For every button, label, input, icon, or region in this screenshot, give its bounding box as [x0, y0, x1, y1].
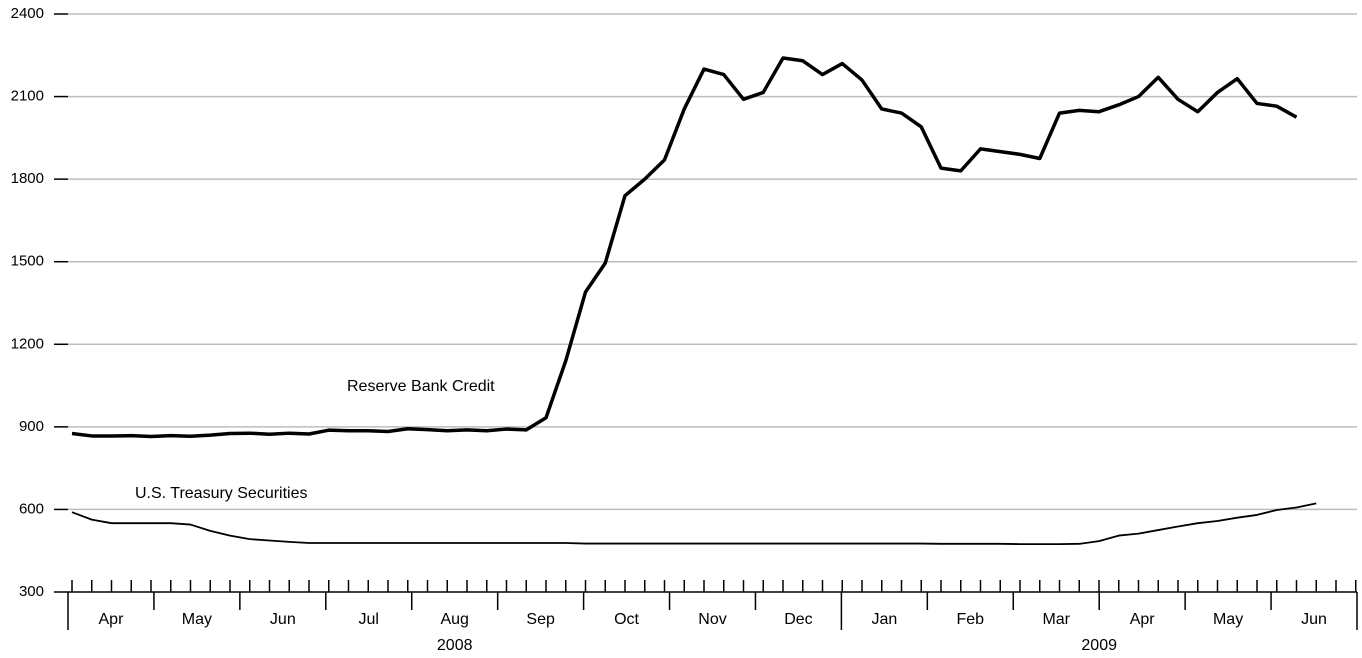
y-tick-label: 300	[19, 583, 44, 600]
month-label: May	[182, 611, 212, 628]
month-label: Dec	[784, 611, 812, 628]
series-line	[71, 56, 1298, 439]
y-tick-label: 1800	[11, 170, 44, 187]
month-label: Sep	[526, 611, 555, 628]
year-label: 2009	[1081, 637, 1117, 654]
month-label: Jun	[1301, 611, 1327, 628]
series-line	[71, 502, 1317, 546]
month-label: Oct	[614, 611, 639, 628]
month-label: Apr	[99, 611, 125, 628]
y-tick-label: 2400	[11, 5, 44, 22]
month-label: Feb	[957, 611, 985, 628]
y-tick-label: 1500	[11, 253, 44, 270]
y-tick-label: 1200	[11, 335, 44, 352]
month-label: Nov	[698, 611, 726, 628]
month-label: Mar	[1042, 611, 1070, 628]
month-label: May	[1213, 611, 1243, 628]
year-label: 2008	[437, 637, 473, 654]
month-label: Jun	[270, 611, 296, 628]
month-label: Aug	[440, 611, 468, 628]
series-label: U.S. Treasury Securities	[135, 485, 308, 502]
y-tick-label: 600	[19, 500, 44, 517]
series-label: Reserve Bank Credit	[347, 378, 495, 395]
y-tick-label: 900	[19, 418, 44, 435]
month-label: Jan	[871, 611, 897, 628]
month-label: Jul	[359, 611, 379, 628]
month-label: Apr	[1130, 611, 1156, 628]
y-tick-label: 2100	[11, 88, 44, 105]
